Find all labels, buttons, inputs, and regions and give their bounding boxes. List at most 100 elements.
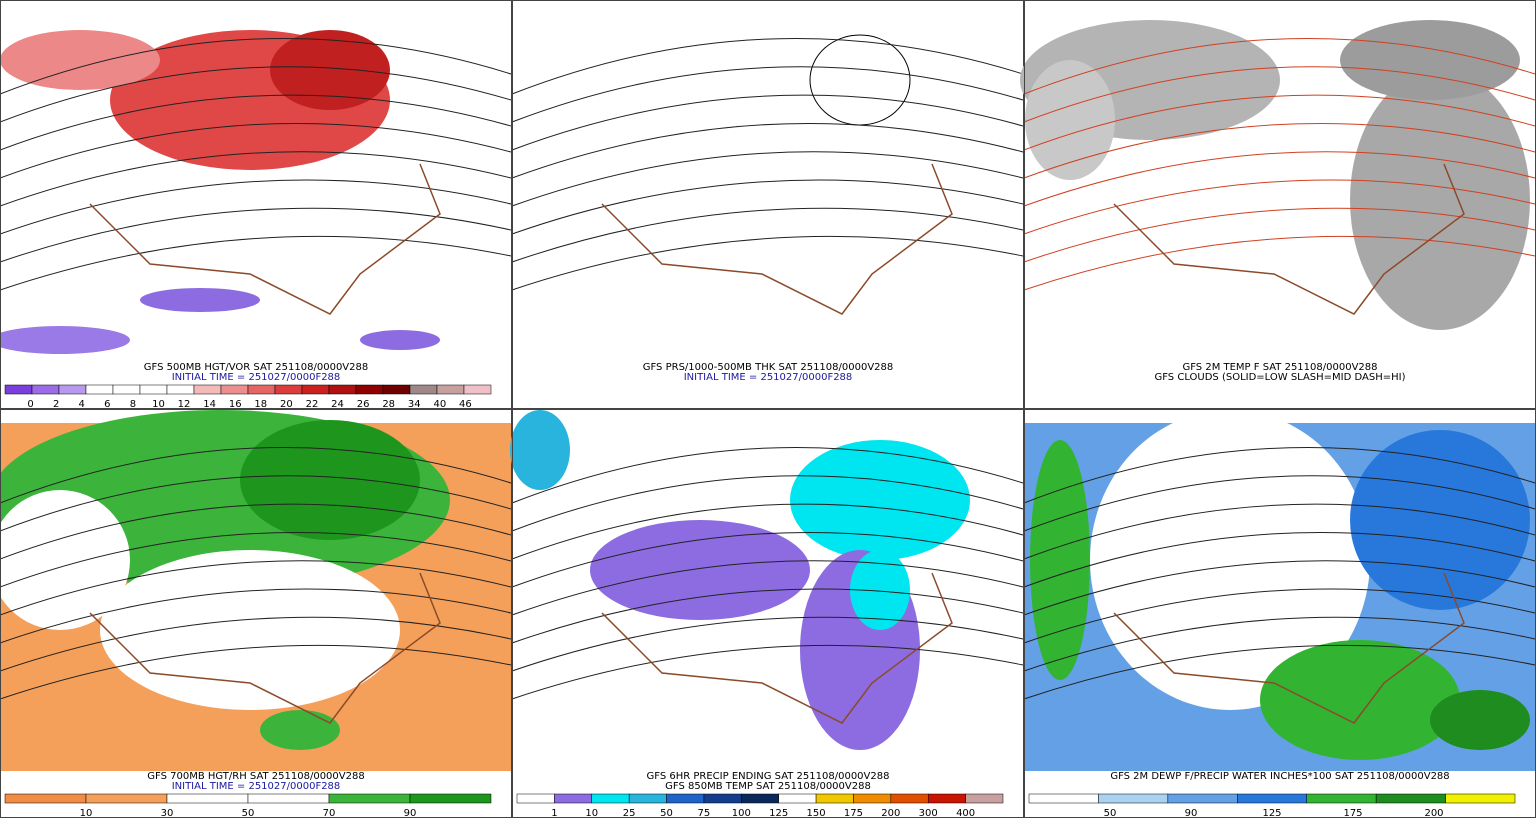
- contour: [1023, 531, 1536, 588]
- colorbar-label: 50: [242, 808, 255, 819]
- contour: [1023, 37, 1536, 95]
- caption: GFS 6HR PRECIP ENDING SAT 251108/0000V28…: [647, 771, 890, 782]
- colorbar-swatch: [554, 793, 593, 804]
- colorbar-swatch: [4, 793, 87, 804]
- colorbar-swatch: [409, 793, 492, 804]
- coastline: [1113, 163, 1465, 315]
- colorbar-label: 90: [1185, 808, 1198, 819]
- contour: [511, 207, 1024, 263]
- colorbar-label: 20: [280, 399, 293, 410]
- panel-border: [512, 409, 1024, 818]
- contour: [511, 122, 1024, 179]
- colorbar-label: 175: [1343, 808, 1362, 819]
- contour: [1023, 475, 1536, 532]
- colorbar-label: 22: [306, 399, 319, 410]
- colorbar-label: 125: [769, 808, 788, 819]
- map-shading: [0, 30, 160, 90]
- map-shading: [1350, 430, 1530, 610]
- contour: [0, 446, 512, 504]
- caption: GFS 2M DEWP F/PRECIP WATER INCHES*100 SA…: [1110, 771, 1449, 782]
- colorbar-label: 18: [254, 399, 267, 410]
- coastline: [601, 163, 953, 315]
- colorbar-swatch: [1098, 793, 1169, 804]
- caption: GFS 500MB HGT/VOR SAT 251108/0000V288: [144, 362, 368, 373]
- contour: [1023, 560, 1536, 616]
- colorbar-swatch: [516, 793, 555, 804]
- map-shading: [1260, 640, 1460, 760]
- colorbar-swatch: [382, 384, 411, 395]
- colorbar-swatch: [58, 384, 87, 395]
- panel-border: [512, 0, 1024, 409]
- map-shading: [0, 490, 130, 630]
- contour: [1023, 588, 1536, 644]
- contour: [0, 616, 512, 672]
- contour: [0, 122, 512, 179]
- contour: [511, 66, 1024, 123]
- contour: [0, 66, 512, 123]
- coastline: [1113, 572, 1465, 724]
- colorbar-swatch: [853, 793, 892, 804]
- colorbar-swatch: [166, 793, 249, 804]
- colorbar-swatch: [1306, 793, 1377, 804]
- colorbar-label: 28: [382, 399, 395, 410]
- map-shading: [1340, 20, 1520, 100]
- map-shading: [850, 550, 910, 630]
- coastline: [601, 572, 953, 724]
- map-shading: [270, 30, 390, 110]
- colorbar-label: 10: [585, 808, 598, 819]
- colorbar-swatch: [628, 793, 667, 804]
- contour: [1023, 644, 1536, 700]
- colorbar-swatch: [741, 793, 779, 804]
- map-shading: [1430, 690, 1530, 750]
- contour: [511, 560, 1024, 616]
- colorbar-label: 34: [408, 399, 421, 410]
- colorbar-swatch: [166, 384, 195, 395]
- colorbar-swatch: [193, 384, 222, 395]
- colorbar-label: 90: [404, 808, 417, 819]
- colorbar-swatch: [666, 793, 705, 804]
- colorbar-label: 10: [80, 808, 93, 819]
- colorbar-swatch: [328, 793, 411, 804]
- contour: [0, 179, 512, 235]
- caption: GFS 700MB HGT/RH SAT 251108/0000V288: [147, 771, 364, 782]
- map-shading: [0, 326, 130, 354]
- colorbar-label: 200: [881, 808, 900, 819]
- colorbar-swatch: [890, 793, 929, 804]
- map-shading: [360, 330, 440, 350]
- contour: [1023, 446, 1536, 504]
- colorbar-label: 16: [229, 399, 242, 410]
- colorbar-label: 0: [27, 399, 33, 410]
- contour: [0, 531, 512, 588]
- contour: [511, 644, 1024, 700]
- colorbar-label: 75: [698, 808, 711, 819]
- contour: [0, 644, 512, 700]
- contour: [1023, 503, 1536, 560]
- contour: [1023, 122, 1536, 179]
- contour: [511, 588, 1024, 644]
- colorbar-swatch: [815, 793, 854, 804]
- colorbar-swatch: [328, 384, 357, 395]
- caption: GFS PRS/1000-500MB THK SAT 251108/0000V2…: [643, 362, 894, 373]
- colorbar-label: 6: [104, 399, 110, 410]
- map-shading: [1090, 410, 1370, 710]
- colorbar-swatch: [301, 384, 330, 395]
- contour: [0, 235, 512, 291]
- panel: GFS 2M DEWP F/PRECIP WATER INCHES*100 SA…: [1023, 409, 1536, 819]
- colorbar-label: 150: [807, 808, 826, 819]
- colorbar-label: 12: [178, 399, 191, 410]
- caption: GFS 850MB TEMP SAT 251108/0000V288: [665, 781, 871, 792]
- colorbar-label: 8: [130, 399, 136, 410]
- colorbar-swatch: [4, 384, 33, 395]
- contour: [511, 531, 1024, 588]
- contour: [511, 235, 1024, 291]
- colorbar-label: 24: [331, 399, 344, 410]
- contour: [511, 446, 1024, 504]
- panel: GFS PRS/1000-500MB THK SAT 251108/0000V2…: [511, 0, 1024, 409]
- caption: INITIAL TIME = 251027/0000F288: [172, 372, 341, 383]
- colorbar-label: 30: [161, 808, 174, 819]
- colorbar-label: 200: [1424, 808, 1443, 819]
- colorbar-swatch: [409, 384, 438, 395]
- colorbar-swatch: [31, 384, 60, 395]
